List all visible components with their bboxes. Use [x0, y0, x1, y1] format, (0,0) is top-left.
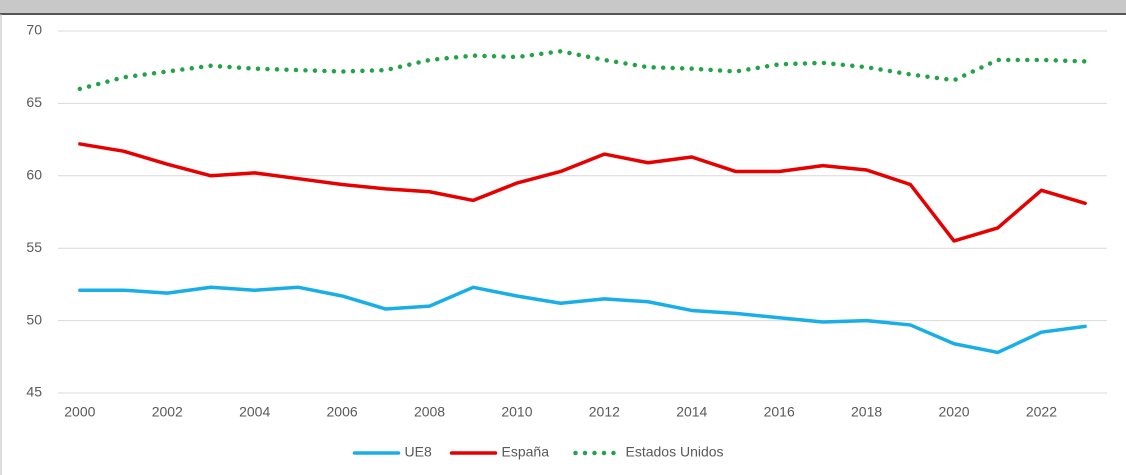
- legend-label: Estados Unidos: [626, 444, 724, 460]
- y-tick-label: 50: [26, 311, 42, 327]
- legend-label: España: [502, 444, 550, 460]
- x-tick-label: 2018: [851, 404, 882, 420]
- x-tick-label: 2020: [938, 404, 969, 420]
- x-tick-label: 2004: [239, 404, 270, 420]
- x-tick-label: 2014: [676, 404, 707, 420]
- y-tick-label: 70: [26, 22, 42, 38]
- x-tick-label: 2012: [589, 404, 620, 420]
- x-tick-label: 2016: [764, 404, 795, 420]
- x-tick-label: 2022: [1026, 404, 1057, 420]
- x-tick-label: 2002: [152, 404, 183, 420]
- series-line: [78, 142, 1087, 243]
- series-line: [77, 49, 1088, 92]
- series-line: [78, 285, 1087, 355]
- y-tick-label: 65: [26, 94, 42, 110]
- legend-label: UE8: [405, 444, 432, 460]
- x-tick-label: 2010: [501, 404, 532, 420]
- y-tick-label: 60: [26, 167, 42, 183]
- x-tick-label: 2006: [327, 404, 358, 420]
- top-bar: [0, 0, 1126, 14]
- y-tick-label: 55: [26, 239, 42, 255]
- x-tick-label: 2000: [64, 404, 95, 420]
- x-tick-label: 2008: [414, 404, 445, 420]
- y-tick-label: 45: [26, 384, 42, 400]
